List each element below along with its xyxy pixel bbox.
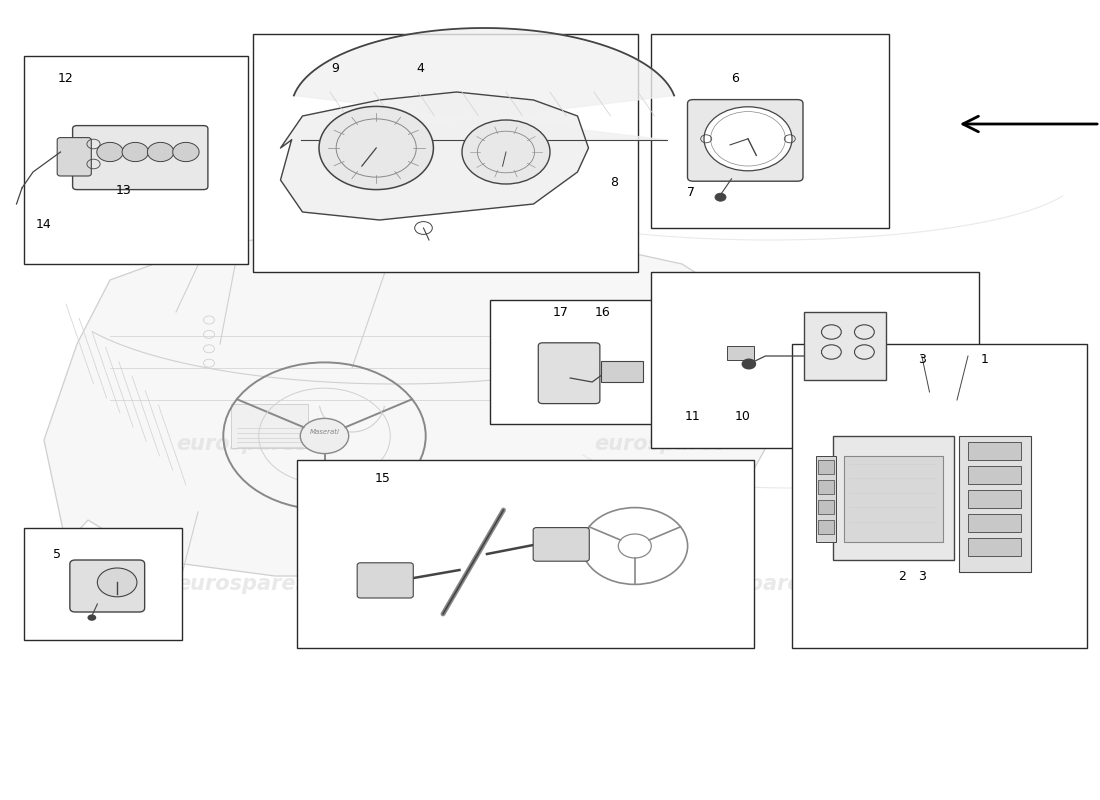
Bar <box>651 34 889 228</box>
Bar <box>968 466 1021 484</box>
Text: 14: 14 <box>36 218 52 230</box>
Circle shape <box>147 142 174 162</box>
FancyBboxPatch shape <box>73 126 208 190</box>
Bar <box>253 34 638 272</box>
Text: 7: 7 <box>686 186 695 198</box>
Text: 3: 3 <box>917 354 926 366</box>
FancyBboxPatch shape <box>70 560 145 612</box>
Bar <box>959 436 1031 572</box>
Bar <box>297 460 754 648</box>
Text: 1: 1 <box>980 354 989 366</box>
Bar <box>968 514 1021 532</box>
Text: eurospares: eurospares <box>594 434 726 454</box>
Text: 12: 12 <box>58 72 74 85</box>
FancyBboxPatch shape <box>57 138 91 176</box>
Polygon shape <box>44 224 792 576</box>
Text: 10: 10 <box>735 410 750 422</box>
Text: 5: 5 <box>53 548 62 561</box>
Text: 4: 4 <box>416 62 425 74</box>
Polygon shape <box>294 28 674 140</box>
Bar <box>968 490 1021 508</box>
Circle shape <box>319 106 433 190</box>
Text: eurospares: eurospares <box>176 574 308 594</box>
Bar <box>24 56 248 264</box>
Text: 16: 16 <box>595 306 610 318</box>
Circle shape <box>173 142 199 162</box>
FancyBboxPatch shape <box>358 563 414 598</box>
FancyBboxPatch shape <box>538 342 600 403</box>
Bar <box>968 442 1021 460</box>
Bar <box>727 346 755 360</box>
Circle shape <box>715 193 726 201</box>
Bar <box>651 272 979 448</box>
Polygon shape <box>280 92 588 220</box>
Text: eurospares: eurospares <box>682 574 814 594</box>
Bar <box>804 312 887 380</box>
Bar <box>818 500 834 514</box>
Bar <box>490 300 702 424</box>
Bar <box>816 456 836 542</box>
Text: 9: 9 <box>331 62 340 74</box>
Bar <box>833 436 954 560</box>
Circle shape <box>300 418 349 454</box>
Text: 13: 13 <box>116 184 131 197</box>
Circle shape <box>88 614 97 621</box>
Text: 3: 3 <box>917 570 926 582</box>
Bar <box>844 456 943 542</box>
Circle shape <box>97 142 123 162</box>
Bar <box>231 404 308 448</box>
Text: 11: 11 <box>685 410 701 422</box>
Circle shape <box>98 568 136 597</box>
Circle shape <box>704 106 792 170</box>
Text: 15: 15 <box>375 472 390 485</box>
Text: eurospares: eurospares <box>176 434 308 454</box>
Text: Maserati: Maserati <box>309 429 340 435</box>
Bar <box>968 538 1021 556</box>
Text: 17: 17 <box>553 306 569 318</box>
Bar <box>818 480 834 494</box>
Bar <box>818 520 834 534</box>
Circle shape <box>742 359 756 369</box>
Bar <box>24 528 182 640</box>
Circle shape <box>462 120 550 184</box>
Text: 6: 6 <box>730 72 739 85</box>
FancyBboxPatch shape <box>534 528 590 562</box>
Text: 8: 8 <box>609 176 618 189</box>
Bar <box>818 460 834 474</box>
FancyBboxPatch shape <box>688 100 803 182</box>
Bar <box>792 344 1087 648</box>
Text: 2: 2 <box>898 570 906 582</box>
Circle shape <box>122 142 149 162</box>
Bar <box>601 362 642 382</box>
